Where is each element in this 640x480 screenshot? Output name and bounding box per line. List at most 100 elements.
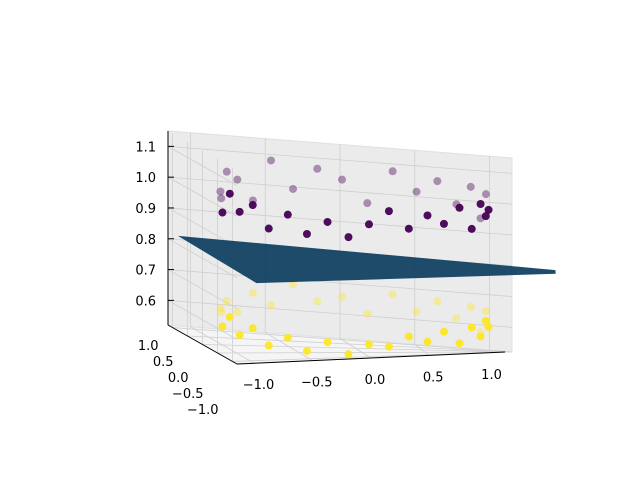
data-point <box>476 200 485 209</box>
x-tick-label: 0.5 <box>423 370 444 385</box>
data-point <box>338 292 347 301</box>
y-grid-floor <box>202 344 509 353</box>
data-point <box>264 224 273 233</box>
z-grid-back <box>167 145 513 174</box>
z-tick-label: 0.9 <box>135 202 156 217</box>
data-point <box>235 207 244 216</box>
data-point <box>248 201 257 210</box>
data-point <box>235 331 244 340</box>
data-point <box>423 211 432 220</box>
y-grid-floor <box>172 327 512 353</box>
y-tick-label: 0.0 <box>168 371 189 386</box>
data-point <box>467 224 476 233</box>
z-grid-left <box>167 146 238 186</box>
y-axis-line <box>167 324 238 365</box>
z-grid-left <box>167 238 238 279</box>
data-point <box>302 230 311 239</box>
data-point <box>412 187 421 196</box>
data-point <box>225 312 234 321</box>
data-point <box>364 220 373 229</box>
data-point <box>484 322 493 331</box>
x-tick-label: 1.0 <box>481 368 502 383</box>
data-point <box>433 297 442 306</box>
data-point <box>364 340 373 349</box>
data-point <box>481 316 490 325</box>
x-tick-label: −1.0 <box>243 378 275 393</box>
z-tick-label: 1.0 <box>135 171 156 186</box>
axis-lines <box>167 130 506 365</box>
data-point <box>452 314 461 323</box>
y-grid-floor <box>187 335 511 353</box>
data-point <box>439 219 448 228</box>
data-point <box>323 217 332 226</box>
data-point <box>264 341 273 350</box>
y-tick-label: 0.5 <box>153 355 174 370</box>
data-point <box>233 175 242 184</box>
data-point <box>216 187 225 196</box>
data-point <box>388 290 397 299</box>
data-point <box>313 297 322 306</box>
data-point <box>216 304 225 313</box>
data-point <box>384 207 393 216</box>
data-point <box>233 308 242 317</box>
tick-labels: −1.0 −0.5 0.0 0.5 1.01.00.50.0−0.5−1.00.60.7… <box>135 140 502 418</box>
data-point <box>218 208 227 217</box>
data-point <box>283 210 292 219</box>
data-point <box>412 307 421 316</box>
data-point <box>289 280 298 289</box>
data-point <box>363 310 372 319</box>
data-point <box>481 307 490 316</box>
data-point <box>267 156 276 165</box>
y-tick-label: −0.5 <box>172 387 204 402</box>
data-point <box>363 199 372 208</box>
data-point <box>467 323 476 332</box>
data-point <box>267 301 276 310</box>
z-tick-label: 0.8 <box>135 233 156 248</box>
data-point <box>433 177 442 186</box>
data-point <box>384 342 393 351</box>
data-point <box>481 190 490 199</box>
data-point <box>404 332 413 341</box>
z-tick-label: 0.6 <box>135 294 156 309</box>
data-point <box>218 322 227 331</box>
y-grid-floor <box>217 351 507 354</box>
data-point <box>423 337 432 346</box>
data-point <box>388 167 397 176</box>
data-point <box>466 302 475 311</box>
z-grid-back <box>167 269 513 297</box>
x-tick-label: 0.0 <box>365 373 386 388</box>
z-grid-back <box>167 176 513 205</box>
data-point <box>302 347 311 356</box>
data-point <box>313 164 322 173</box>
data-point <box>455 339 464 348</box>
z-grid-left <box>167 176 238 217</box>
data-point <box>404 224 413 233</box>
data-point <box>466 182 475 191</box>
data-point <box>248 324 257 333</box>
data-point <box>338 175 347 184</box>
y-tick-label: 1.0 <box>138 339 159 354</box>
x-axis-line <box>236 351 506 365</box>
data-marks <box>177 156 556 359</box>
z-grid-back <box>167 299 513 328</box>
data-point <box>484 205 493 214</box>
data-point <box>225 189 234 198</box>
z-grid-left <box>167 269 238 309</box>
data-point <box>481 212 490 221</box>
x-tick-label: −0.5 <box>301 376 333 391</box>
grid-lines <box>167 132 513 364</box>
z-grid-left <box>167 300 238 340</box>
data-point <box>248 288 257 297</box>
data-point <box>283 333 292 342</box>
data-point <box>476 332 485 341</box>
decision-plane <box>177 235 556 284</box>
data-point <box>222 297 231 306</box>
y-tick-label: −1.0 <box>187 403 219 418</box>
data-point <box>217 194 226 203</box>
data-point <box>344 350 353 359</box>
data-point <box>344 233 353 242</box>
data-point <box>323 338 332 347</box>
z-tick-label: 1.1 <box>135 140 156 155</box>
data-point <box>217 308 226 317</box>
